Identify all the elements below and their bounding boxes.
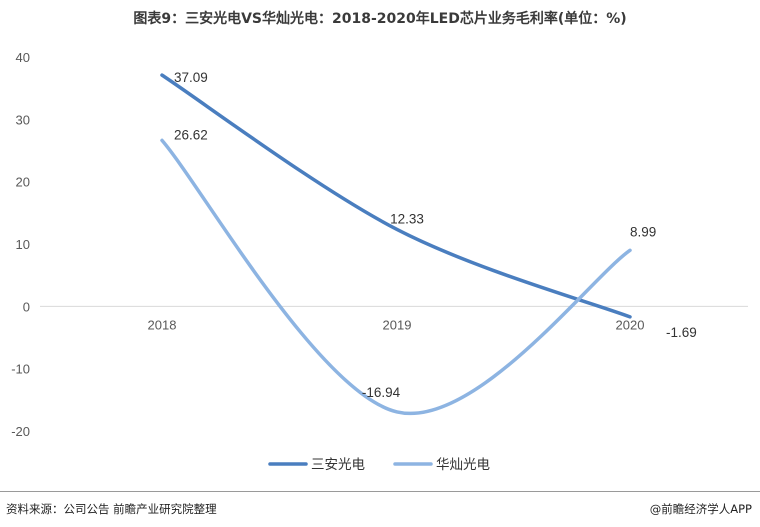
series-line-1 — [160, 73, 632, 319]
data-label: 12.33 — [390, 211, 424, 226]
data-label: 37.09 — [174, 70, 208, 85]
x-tick-label: 2019 — [383, 317, 412, 332]
brand-note: @前瞻经济学人APP — [649, 502, 752, 516]
y-tick-label: 10 — [16, 237, 30, 252]
y-tick-label: 20 — [16, 175, 30, 190]
y-axis: -20 -10 0 10 20 30 40 — [11, 50, 30, 439]
source-note: 资料来源：公司公告 前瞻产业研究院整理 — [6, 502, 217, 516]
line-chart: -20 -10 0 10 20 30 40 2018 2019 2020 37.09 12.33 -… — [11, 50, 748, 473]
y-tick-label: 40 — [16, 50, 30, 65]
legend-label: 三安光电 — [311, 457, 365, 473]
series-line-2 — [160, 138, 632, 416]
legend: 三安光电 华灿光电 — [268, 457, 490, 473]
x-tick-label: 2018 — [148, 317, 177, 332]
footer-divider — [0, 491, 760, 492]
y-tick-label: -20 — [11, 424, 30, 439]
legend-label: 华灿光电 — [436, 457, 490, 473]
data-label: 26.62 — [174, 127, 208, 142]
y-tick-label: -10 — [11, 362, 30, 377]
data-label: -16.94 — [362, 385, 401, 400]
data-labels: 37.09 12.33 -1.69 26.62 -16.94 8.99 — [174, 70, 697, 400]
data-label: 8.99 — [630, 224, 656, 239]
y-tick-label: 0 — [23, 299, 30, 314]
x-tick-label: 2020 — [616, 317, 645, 332]
data-label: -1.69 — [666, 325, 697, 340]
series-group — [160, 73, 632, 416]
x-axis: 2018 2019 2020 — [40, 305, 748, 332]
y-tick-label: 30 — [16, 112, 30, 127]
chart-title: 图表9：三安光电VS华灿光电：2018-2020年LED芯片业务毛利率(单位：%… — [133, 11, 627, 27]
